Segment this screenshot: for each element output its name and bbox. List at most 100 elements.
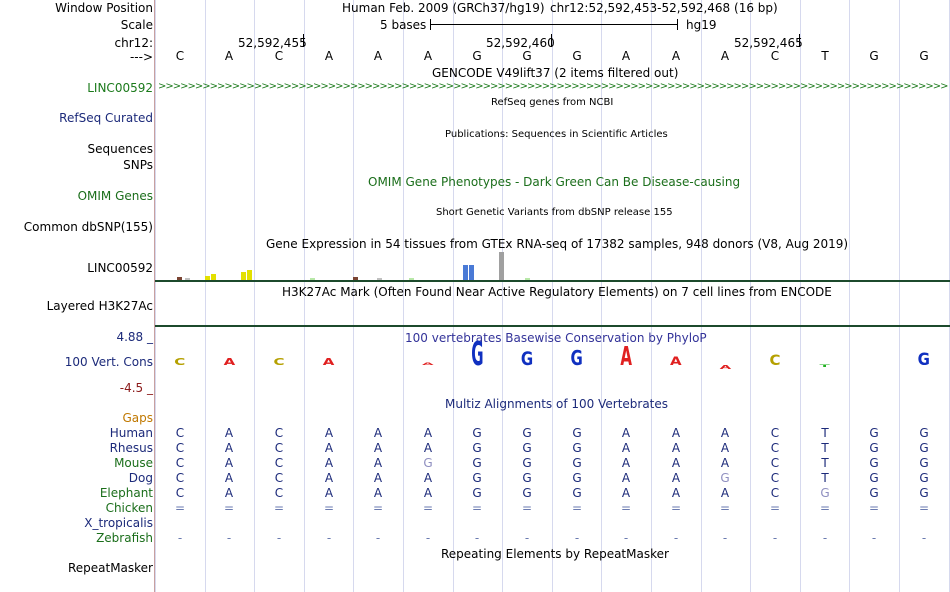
gencode-gene-track[interactable]: >>>>>>>>>>>>>>>>>>>>>>>>>>>>>>>>>>>>>>>>… — [158, 81, 948, 92]
publications-label-sequences[interactable]: Sequences — [87, 142, 153, 156]
alignment-base: C — [274, 441, 284, 455]
base-letter: A — [671, 49, 681, 63]
alignment-base: G — [522, 486, 532, 500]
gtex-bar[interactable] — [211, 274, 216, 280]
gtex-bar[interactable] — [247, 270, 252, 280]
alignment-base: A — [224, 456, 234, 470]
species-label[interactable]: Chicken — [105, 501, 153, 515]
alignment-base: A — [621, 456, 631, 470]
alignment-base: - — [673, 531, 679, 545]
alignment-base: A — [720, 441, 730, 455]
omim-title[interactable]: OMIM Gene Phenotypes - Dark Green Can Be… — [368, 175, 741, 189]
omim-label[interactable]: OMIM Genes — [77, 189, 153, 203]
species-label[interactable]: Elephant — [99, 486, 153, 500]
alignment-base: C — [770, 456, 780, 470]
phylop-max-label: 4.88 _ — [116, 330, 153, 344]
species-label[interactable]: X_tropicalis — [84, 516, 153, 530]
gencode-title[interactable]: GENCODE V49lift37 (2 items filtered out) — [432, 66, 679, 80]
species-label[interactable]: Human — [109, 426, 153, 440]
alignment-base: = — [223, 501, 235, 515]
grid-line — [849, 0, 850, 592]
base-letter: G — [472, 49, 482, 63]
position-readout: chr12:52,592,453-52,592,468 (16 bp) — [550, 1, 778, 15]
publications-title[interactable]: Publications: Sequences in Scientific Ar… — [445, 129, 668, 140]
alignment-base: G — [522, 471, 532, 485]
alignment-base: - — [474, 531, 480, 545]
gtex-bar[interactable] — [525, 278, 530, 280]
phylop-letter: C — [273, 356, 284, 367]
alignment-base: A — [324, 456, 334, 470]
refseq-label[interactable]: RefSeq Curated — [59, 111, 153, 125]
gtex-bar[interactable] — [499, 252, 504, 280]
repeatmasker-title[interactable]: Repeating Elements by RepeatMasker — [441, 547, 669, 561]
gaps-label[interactable]: Gaps — [122, 411, 153, 425]
multiz-title[interactable]: Multiz Alignments of 100 Vertebrates — [445, 397, 669, 411]
gtex-label[interactable]: LINC00592 — [87, 261, 153, 275]
species-label[interactable]: Rhesus — [109, 441, 153, 455]
repeatmasker-label[interactable]: RepeatMasker — [67, 561, 153, 575]
alignment-base: - — [722, 531, 728, 545]
alignment-base: A — [373, 471, 383, 485]
alignment-base: G — [869, 471, 879, 485]
base-letter: G — [919, 49, 929, 63]
tick-label-2: 52,592,460 — [486, 36, 555, 50]
gtex-bar[interactable] — [409, 278, 414, 280]
species-label[interactable]: Mouse — [114, 456, 153, 470]
alignment-base: A — [373, 486, 383, 500]
alignment-base: G — [919, 471, 929, 485]
scale-bar-right-cap — [677, 19, 678, 30]
species-label[interactable]: Dog — [128, 471, 153, 485]
alignment-base: G — [572, 486, 582, 500]
gtex-bar[interactable] — [310, 278, 315, 280]
alignment-base: A — [671, 441, 681, 455]
gtex-bar[interactable] — [463, 265, 468, 280]
refseq-title[interactable]: RefSeq genes from NCBI — [491, 97, 614, 108]
grid-line — [205, 0, 206, 592]
alignment-base: = — [819, 501, 831, 515]
dbsnp-title[interactable]: Short Genetic Variants from dbSNP releas… — [436, 207, 673, 218]
scale-bar — [430, 24, 678, 25]
base-letter: G — [572, 49, 582, 63]
gtex-title[interactable]: Gene Expression in 54 tissues from GTEx … — [266, 237, 849, 251]
gtex-bar[interactable] — [185, 278, 190, 280]
alignment-base: A — [324, 426, 334, 440]
gtex-bar[interactable] — [469, 265, 474, 280]
alignment-base: G — [472, 486, 482, 500]
gtex-bar[interactable] — [377, 278, 382, 280]
h3k27ac-label[interactable]: Layered H3K27Ac — [46, 299, 153, 313]
phylop-letter: G — [521, 347, 533, 369]
gtex-bar-chart[interactable] — [155, 252, 950, 280]
dbsnp-label[interactable]: Common dbSNP(155) — [23, 220, 153, 234]
alignment-base: C — [175, 441, 185, 455]
alignment-base: = — [471, 501, 483, 515]
publications-label-snps[interactable]: SNPs — [123, 158, 153, 172]
strand-arrow-label: ---> — [129, 50, 153, 64]
gtex-bar[interactable] — [205, 276, 210, 280]
alignment-base: C — [770, 441, 780, 455]
alignment-base: - — [822, 531, 828, 545]
alignment-base: A — [671, 486, 681, 500]
species-label[interactable]: Zebrafish — [96, 531, 153, 545]
alignment-base: C — [770, 426, 780, 440]
gtex-bar[interactable] — [353, 277, 358, 280]
gtex-bar[interactable] — [241, 272, 246, 280]
gencode-gene-label[interactable]: LINC00592 — [87, 81, 153, 95]
tick-mark-1 — [303, 34, 304, 47]
alignment-base: A — [720, 426, 730, 440]
alignment-base: A — [423, 471, 433, 485]
h3k27ac-title[interactable]: H3K27Ac Mark (Often Found Near Active Re… — [282, 285, 832, 299]
phylop-label[interactable]: 100 Vert. Cons — [64, 355, 153, 369]
alignment-base: A — [224, 441, 234, 455]
phylop-title[interactable]: 100 vertebrates Basewise Conservation by… — [405, 331, 707, 345]
alignment-base: A — [373, 456, 383, 470]
alignment-base: G — [572, 471, 582, 485]
phylop-letter: A — [720, 364, 732, 371]
phylop-letter: A — [224, 356, 236, 367]
alignment-base: C — [274, 486, 284, 500]
gtex-bar[interactable] — [177, 277, 182, 280]
alignment-base: A — [671, 456, 681, 470]
alignment-base: - — [623, 531, 629, 545]
alignment-base: T — [821, 456, 829, 470]
